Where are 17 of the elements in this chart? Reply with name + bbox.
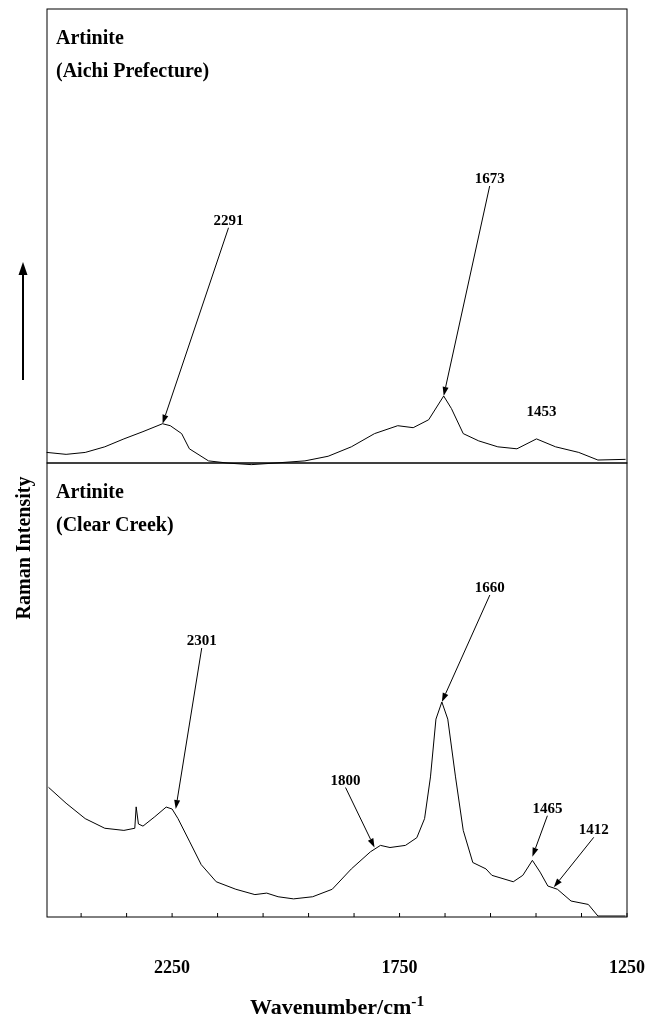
chart-subtitle: (Aichi Prefecture) bbox=[56, 59, 210, 82]
x-tick-label: 2250 bbox=[154, 957, 191, 977]
annotation: 1453 bbox=[526, 402, 557, 419]
annotation: 1465 bbox=[532, 799, 563, 816]
x-tick-label: 1750 bbox=[381, 957, 418, 977]
chart-title: Artinite bbox=[56, 26, 124, 48]
chart-subtitle: (Clear Creek) bbox=[56, 513, 174, 536]
annotation: 1412 bbox=[578, 821, 609, 838]
annotation: 2291 bbox=[213, 211, 244, 228]
x-axis-title: Wavenumber/cm$^{-1}$ bbox=[249, 991, 425, 1019]
y-axis-title: Raman Intensity bbox=[12, 476, 35, 620]
annotation: 1800 bbox=[330, 771, 361, 788]
x-tick-label: 1250 bbox=[609, 957, 645, 977]
chart-title: Artinite bbox=[56, 480, 124, 502]
annotation: 1660 bbox=[474, 579, 505, 595]
annotation: 1673 bbox=[474, 170, 505, 186]
annotation: 2301 bbox=[186, 632, 217, 648]
